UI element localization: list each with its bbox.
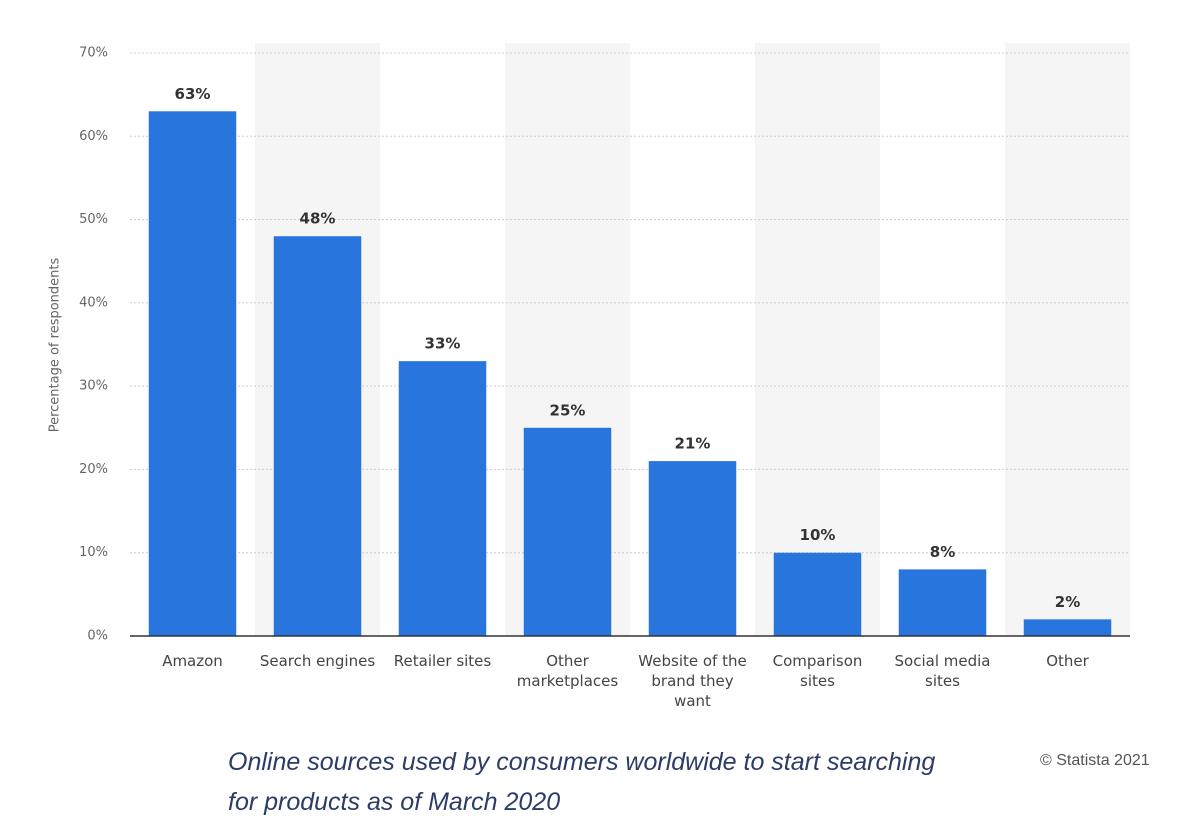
bar — [273, 236, 362, 636]
value-label: 48% — [300, 210, 336, 228]
x-tick-label: Comparison sites — [772, 652, 863, 690]
bar — [1023, 619, 1112, 636]
value-label: 8% — [930, 543, 955, 561]
bar — [148, 111, 237, 637]
value-label: 33% — [425, 335, 461, 353]
y-tick-label: 60% — [79, 129, 108, 144]
y-tick-label: 0% — [87, 629, 108, 644]
y-tick-label: 40% — [79, 295, 108, 310]
x-tick-label: Social media sites — [894, 652, 991, 690]
value-label: 21% — [675, 435, 711, 453]
x-tick-label: Website of the brand they want — [638, 652, 747, 710]
x-tick-label: Amazon — [162, 652, 223, 670]
credit: © Statista 2021 — [1040, 752, 1150, 769]
value-label: 2% — [1055, 593, 1080, 611]
x-tick-label: Other marketplaces — [516, 652, 619, 690]
background-band — [755, 43, 880, 636]
y-tick-label: 70% — [79, 46, 108, 61]
bar — [898, 569, 987, 636]
y-tick-label: 50% — [79, 212, 108, 227]
x-tick-label: Other — [1046, 652, 1089, 670]
y-axis-label: Percentage of respondents — [48, 257, 63, 432]
background-band — [1005, 43, 1130, 636]
bar — [398, 361, 487, 636]
y-tick-label: 20% — [79, 462, 108, 477]
value-label: 25% — [550, 401, 586, 419]
x-tick-label: Search engines — [259, 652, 376, 670]
value-label: 10% — [800, 526, 836, 544]
value-label: 63% — [175, 85, 211, 103]
bar — [773, 552, 862, 636]
bar — [523, 427, 612, 636]
caption: Online sources used by consumers worldwi… — [228, 748, 936, 816]
x-tick-label: Retailer sites — [393, 652, 492, 670]
y-tick-label: 10% — [79, 545, 108, 560]
y-tick-label: 30% — [79, 379, 108, 394]
bar — [648, 461, 737, 636]
